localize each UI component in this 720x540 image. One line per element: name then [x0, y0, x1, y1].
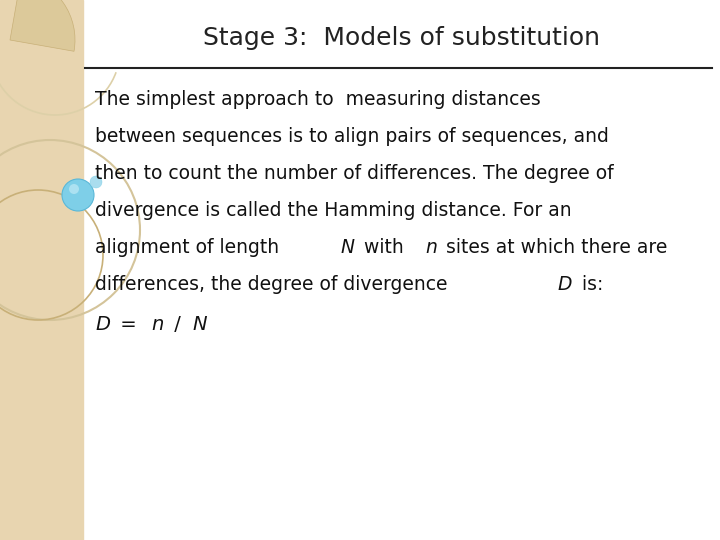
Circle shape	[62, 179, 94, 211]
Bar	[0, 0, 83, 540]
Text: then to count the number of differences. The degree of: then to count the number of differences.…	[95, 164, 613, 183]
Text: divergence is called the Hamming distance. For an: divergence is called the Hamming distanc…	[95, 201, 572, 220]
Wedge shape	[10, 0, 75, 51]
Text: n: n	[426, 238, 437, 257]
Text: /: /	[168, 315, 187, 334]
Text: with: with	[359, 238, 410, 257]
Text: The simplest approach to  measuring distances: The simplest approach to measuring dista…	[95, 90, 541, 109]
Text: N: N	[341, 238, 354, 257]
Text: n: n	[152, 315, 164, 334]
Text: D: D	[95, 315, 110, 334]
Circle shape	[69, 184, 79, 194]
Text: alignment of length: alignment of length	[95, 238, 285, 257]
Text: is:: is:	[576, 275, 603, 294]
Text: N: N	[192, 315, 207, 334]
Text: sites at which there are: sites at which there are	[441, 238, 668, 257]
Text: between sequences is to align pairs of sequences, and: between sequences is to align pairs of s…	[95, 127, 609, 146]
Text: =: =	[114, 315, 143, 334]
Text: differences, the degree of divergence: differences, the degree of divergence	[95, 275, 454, 294]
Text: D: D	[557, 275, 572, 294]
Circle shape	[90, 176, 102, 188]
Text: Stage 3:  Models of substitution: Stage 3: Models of substitution	[203, 26, 600, 50]
